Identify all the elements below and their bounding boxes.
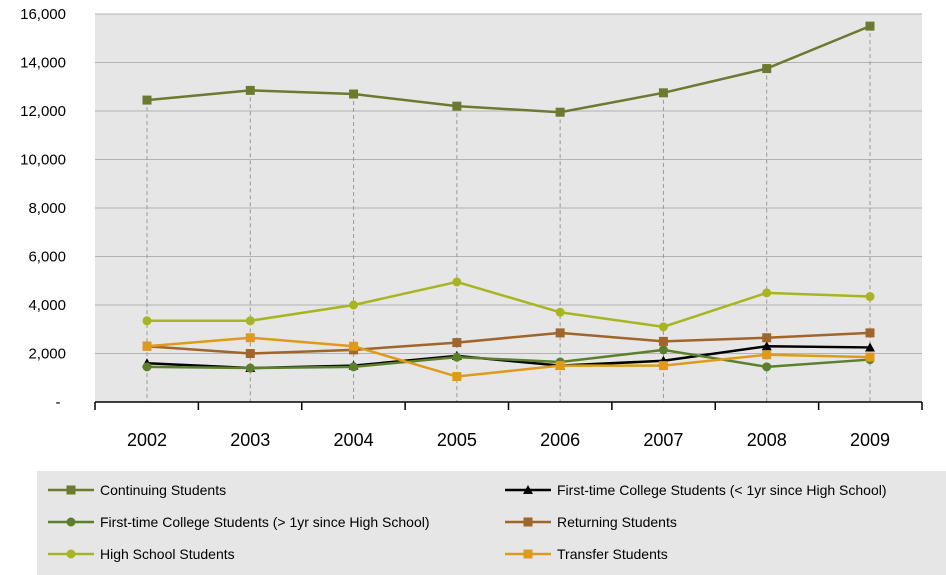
data-point (865, 328, 875, 338)
y-tick-label: 16,000 (20, 6, 66, 23)
legend-label: Returning Students (557, 514, 677, 530)
data-point (762, 333, 772, 343)
data-point (865, 21, 875, 31)
data-point (452, 101, 462, 111)
data-point (762, 64, 772, 74)
legend-item: Returning Students (505, 514, 677, 530)
data-point (245, 316, 255, 326)
series-line (147, 280, 871, 329)
data-point (452, 277, 462, 287)
legend-label: High School Students (100, 546, 235, 562)
legend-label: First-time College Students (> 1yr since… (100, 514, 430, 530)
x-tick-label: 2004 (334, 430, 374, 450)
legend-item: High School Students (48, 546, 235, 562)
data-point (142, 362, 152, 372)
data-point (762, 362, 772, 372)
data-point (245, 333, 255, 343)
legend-swatch-marker (523, 517, 533, 527)
data-point (142, 95, 152, 105)
y-tick-label: 4,000 (28, 297, 66, 314)
data-point (658, 336, 668, 346)
y-axis-ticks: - 2,000 4,000 6,000 8,000 10,000 12,000 14,000 1… (20, 6, 66, 411)
x-tick-label: 2007 (643, 430, 683, 450)
data-point (245, 85, 255, 95)
series-line (146, 348, 871, 370)
data-point (555, 328, 565, 338)
x-tick-label: 2008 (747, 430, 787, 450)
legend-label: Transfer Students (557, 546, 668, 562)
legend: Continuing Students First-time College St… (48, 482, 887, 562)
data-point (865, 292, 875, 302)
data-point (452, 338, 462, 348)
legend-label: First-time College Students (< 1yr since… (557, 482, 887, 498)
x-tick-label: 2002 (127, 430, 167, 450)
data-point (658, 361, 668, 371)
series-transfer-students (142, 333, 875, 382)
data-point (349, 362, 359, 372)
data-point (245, 363, 255, 373)
series-continuing-students (142, 21, 875, 117)
y-tick-label: 8,000 (28, 200, 66, 217)
data-point (658, 345, 668, 355)
data-point (349, 341, 359, 351)
data-point (349, 89, 359, 99)
series-line (146, 24, 871, 114)
y-tick-label: 6,000 (28, 249, 66, 266)
x-tick-label: 2006 (540, 430, 580, 450)
data-point (452, 372, 462, 382)
y-tick-label: 14,000 (20, 55, 66, 72)
series-group (142, 21, 875, 382)
series-high-school-students (142, 277, 875, 332)
x-tick-label: 2005 (437, 430, 477, 450)
data-point (762, 288, 772, 298)
legend-swatch-marker (523, 485, 533, 494)
x-tick-label: 2009 (850, 430, 890, 450)
legend-swatch-marker (523, 549, 533, 559)
data-point (452, 352, 462, 362)
data-point (658, 322, 668, 332)
data-point (865, 342, 875, 352)
series-line (146, 336, 871, 378)
legend-box (37, 471, 946, 575)
data-point (349, 300, 359, 310)
legend-label: Continuing Students (100, 482, 226, 498)
y-tick-label: - (56, 394, 61, 411)
legend-item: Continuing Students (48, 482, 226, 498)
y-tick-label: 2,000 (28, 346, 66, 363)
legend-item: First-time College Students (< 1yr since… (505, 482, 887, 498)
y-tick-label: 10,000 (20, 152, 66, 169)
legend-item: Transfer Students (505, 546, 668, 562)
data-point (865, 352, 875, 362)
legend-item: First-time College Students (> 1yr since… (48, 514, 430, 530)
data-point (762, 350, 772, 360)
y-tick-label: 12,000 (20, 103, 66, 120)
data-point (761, 341, 772, 351)
series-line (146, 331, 871, 355)
data-point (142, 341, 152, 351)
data-point (658, 88, 668, 98)
data-point (555, 307, 565, 317)
x-axis: 2002 2003 2004 2005 2006 2007 2008 2009 (94, 401, 923, 450)
legend-swatch-marker (66, 485, 76, 495)
data-point (555, 107, 565, 117)
data-point (245, 349, 255, 358)
data-point (142, 316, 152, 326)
legend-swatch-marker (66, 517, 76, 527)
data-point (555, 361, 565, 371)
x-tick-label: 2003 (230, 430, 270, 450)
legend-swatch-marker (66, 549, 76, 559)
